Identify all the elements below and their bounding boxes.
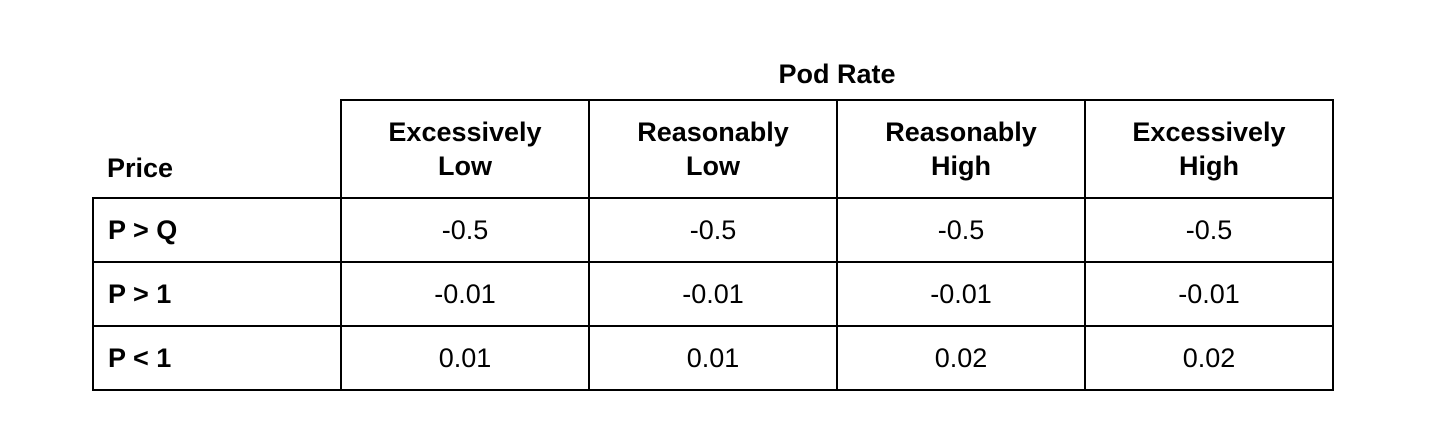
corner-label: Price — [107, 153, 174, 183]
value-cell: 0.01 — [340, 325, 590, 391]
row-label: P > Q — [92, 197, 342, 263]
value-cell: -0.01 — [836, 261, 1086, 327]
column-header-label: Reasonably High — [885, 117, 1037, 181]
column-header: Excessively High — [1084, 99, 1334, 199]
row-label: P < 1 — [92, 325, 342, 391]
value-cell: -0.01 — [588, 261, 838, 327]
value-cell: -0.5 — [588, 197, 838, 263]
value-cell: -0.01 — [340, 261, 590, 327]
value-cell: -0.01 — [1084, 261, 1334, 327]
value-cell: -0.5 — [1084, 197, 1334, 263]
title-row: Pod Rate — [93, 48, 1333, 100]
column-header: Excessively Low — [340, 99, 590, 199]
pod-rate-table: Pod Rate Price Excessively Low Reasonabl… — [92, 48, 1334, 391]
header-row: Price Excessively Low Reasonably Low Rea… — [93, 99, 1334, 199]
column-header-label: Excessively Low — [388, 117, 542, 181]
column-header: Reasonably High — [836, 99, 1086, 199]
column-header-label: Excessively High — [1132, 117, 1286, 181]
table-row: P > Q -0.5 -0.5 -0.5 -0.5 — [92, 197, 1334, 263]
value-cell: 0.02 — [1084, 325, 1334, 391]
value-cell: 0.02 — [836, 325, 1086, 391]
value-cell: -0.5 — [836, 197, 1086, 263]
title-spacer — [93, 48, 341, 100]
value-cell: 0.01 — [588, 325, 838, 391]
table-row: P > 1 -0.01 -0.01 -0.01 -0.01 — [92, 261, 1334, 327]
value-cell: -0.5 — [340, 197, 590, 263]
row-label: P > 1 — [92, 261, 342, 327]
column-header-label: Reasonably Low — [637, 117, 789, 181]
table-title: Pod Rate — [778, 58, 896, 89]
column-header: Reasonably Low — [588, 99, 838, 199]
table-row: P < 1 0.01 0.01 0.02 0.02 — [92, 325, 1334, 391]
